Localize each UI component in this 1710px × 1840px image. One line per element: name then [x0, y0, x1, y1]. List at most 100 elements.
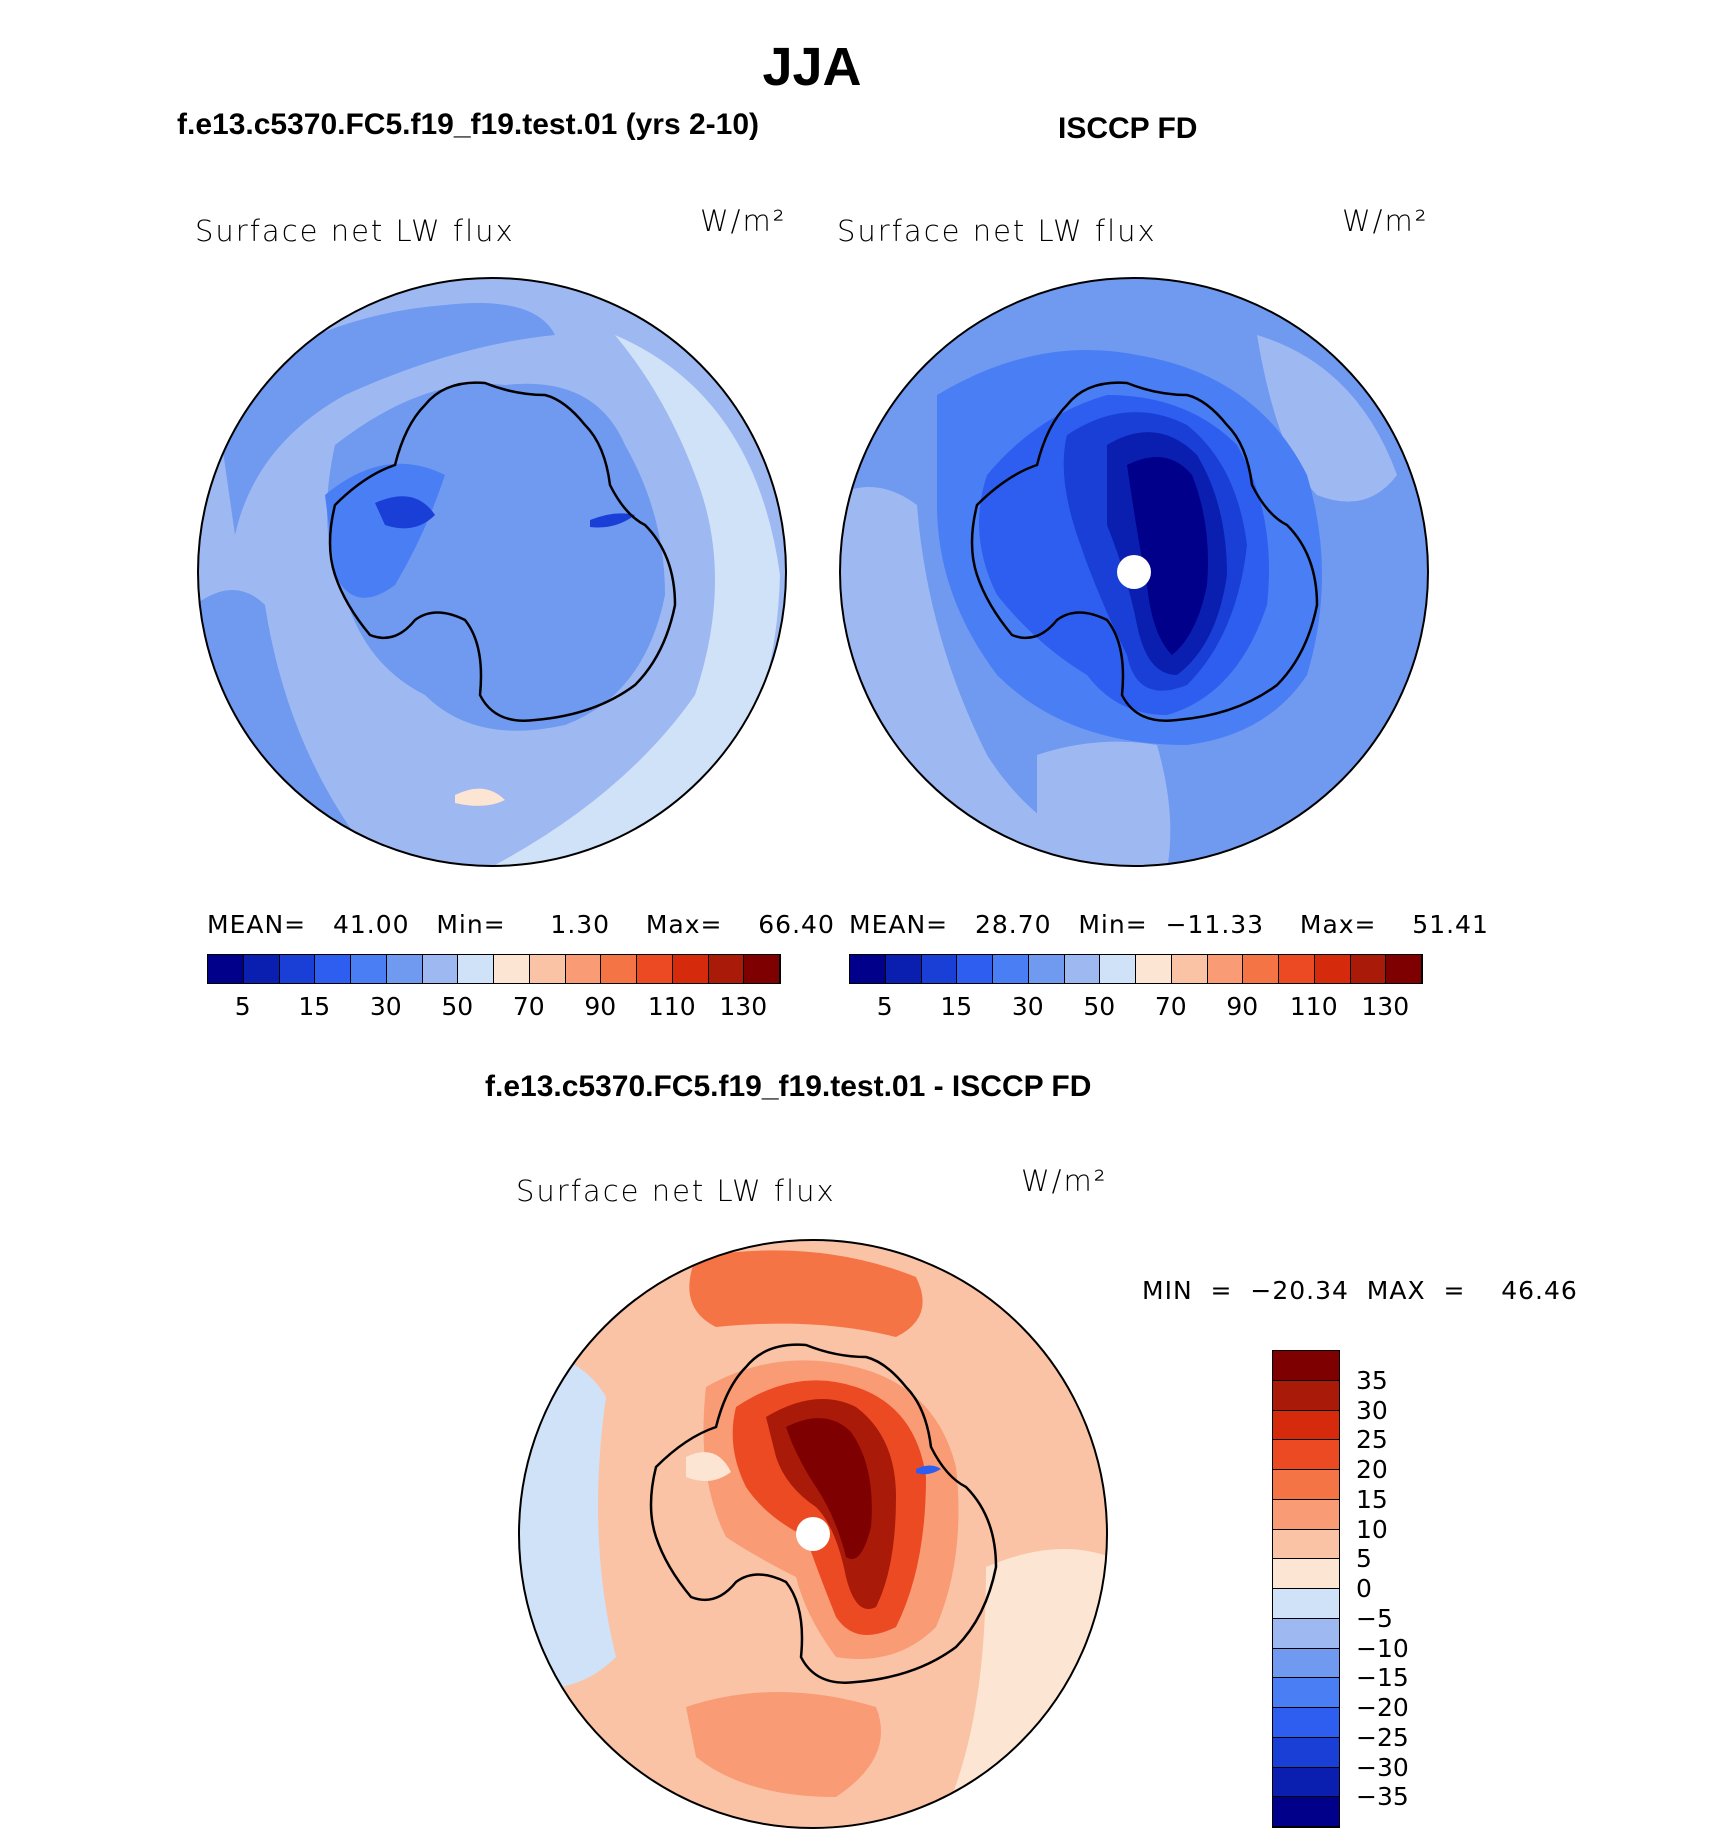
diff-polar-map	[518, 1239, 1108, 1829]
obs-polar-map	[839, 277, 1429, 867]
map-fill-band	[325, 463, 445, 598]
colorbar-swatch	[1273, 1767, 1339, 1798]
colorbar-tick-label: 15	[298, 992, 331, 1021]
colorbar-swatch	[1273, 1380, 1339, 1411]
map-fill-band	[689, 1250, 923, 1337]
colorbar-swatch	[243, 955, 280, 983]
colorbar-tick-label: −5	[1356, 1603, 1393, 1633]
map-fill-band	[495, 335, 780, 866]
colorbar-tick-label: 0	[1356, 1574, 1372, 1603]
colorbar-tick-label: 5	[234, 992, 251, 1021]
panel-1-stats: MEAN= 41.00 Min= 1.30 Max= 66.40	[207, 910, 835, 939]
colorbar-obs	[849, 954, 1423, 984]
map-fill-band	[375, 496, 435, 529]
colorbar-tick-label: 50	[1083, 992, 1116, 1021]
colorbar-swatch	[1243, 955, 1279, 983]
colorbar-tick-label: 15	[1356, 1484, 1388, 1514]
colorbar-tick-label: −25	[1356, 1722, 1409, 1752]
colorbar-swatch	[351, 955, 387, 983]
colorbar-swatch	[1273, 1797, 1339, 1827]
colorbar-tick-label: 110	[1289, 992, 1338, 1021]
colorbar-swatch	[315, 955, 351, 983]
colorbar-swatch	[1273, 1678, 1339, 1708]
colorbar-swatch	[1273, 1559, 1339, 1589]
colorbar-tick-label: 15	[940, 992, 973, 1021]
coastline	[328, 381, 677, 722]
colorbar-tick-label: 50	[441, 992, 474, 1021]
colorbar-tick-label: 5	[876, 992, 893, 1021]
colorbar-tick-label: 30	[1356, 1395, 1388, 1425]
colorbar-swatch	[1064, 955, 1101, 983]
colorbar-tick-label: 35	[1356, 1365, 1388, 1395]
colorbar-swatch	[708, 955, 745, 983]
colorbar-swatch	[1273, 1708, 1339, 1738]
colorbar-obs-labels: 5 15 30 50 70 90 110 130	[849, 992, 1421, 1022]
colorbar-tick-label: 30	[369, 992, 402, 1021]
panel-2-title: ISCCP FD	[1058, 112, 1198, 145]
colorbar-model	[207, 954, 781, 984]
pole-hole	[796, 1517, 830, 1551]
colorbar-swatch	[494, 955, 530, 983]
colorbar-tick-label: 70	[512, 992, 545, 1021]
colorbar-swatch	[601, 955, 637, 983]
colorbar-model-labels: 5 15 30 50 70 90 110 130	[207, 992, 779, 1022]
colorbar-swatch	[921, 955, 958, 983]
colorbar-swatch	[422, 955, 459, 983]
pole-hole	[1117, 555, 1151, 589]
map-fill-band	[455, 788, 505, 806]
panel-3-units-label: W/m²	[1021, 1164, 1108, 1198]
map-fill-band	[215, 303, 555, 535]
colorbar-swatch	[1386, 955, 1422, 983]
colorbar-swatch	[672, 955, 709, 983]
colorbar-swatch	[1273, 1470, 1339, 1500]
colorbar-swatch	[1273, 1618, 1339, 1649]
panel-2-units-label: W/m²	[1342, 204, 1429, 238]
panel-1-variable-label: Surface net LW flux	[195, 214, 515, 248]
colorbar-tick-label: 130	[1361, 992, 1410, 1021]
colorbar-swatch	[1100, 955, 1136, 983]
map-fill-band	[1127, 457, 1208, 655]
colorbar-swatch	[565, 955, 602, 983]
colorbar-tick-label: 10	[1356, 1514, 1388, 1544]
panel-1-units-label: W/m²	[700, 204, 787, 238]
colorbar-tick-label: 70	[1154, 992, 1187, 1021]
colorbar-swatch	[1207, 955, 1244, 983]
panel-2-variable-label: Surface net LW flux	[837, 214, 1157, 248]
colorbar-swatch	[386, 955, 423, 983]
colorbar-swatch	[637, 955, 673, 983]
map-fill-band	[916, 1465, 941, 1475]
coastline	[970, 381, 1319, 722]
colorbar-swatch	[208, 955, 244, 983]
panel-3-title: f.e13.c5370.FC5.f19_f19.test.01 - ISCCP …	[485, 1070, 1092, 1103]
map-fill-band	[686, 1452, 731, 1481]
coastline	[649, 1343, 998, 1684]
colorbar-swatch	[1273, 1351, 1339, 1381]
map-fill-band	[686, 1692, 881, 1797]
colorbar-swatch	[1273, 1529, 1339, 1560]
colorbar-swatch	[1273, 1648, 1339, 1679]
panel-3-stats: MIN = −20.34 MAX = 46.46	[1142, 1276, 1578, 1305]
colorbar-swatch	[1273, 1589, 1339, 1619]
figure-title: JJA	[762, 37, 862, 97]
colorbar-tick-label: −15	[1356, 1663, 1409, 1693]
colorbar-swatch	[993, 955, 1029, 983]
colorbar-tick-label: 5	[1356, 1544, 1372, 1574]
colorbar-tick-label: 90	[1226, 992, 1259, 1021]
colorbar-swatch	[279, 955, 316, 983]
colorbar-swatch	[744, 955, 780, 983]
map-fill-band	[1037, 741, 1171, 866]
map-fill-band	[519, 1355, 616, 1689]
colorbar-swatch	[529, 955, 566, 983]
colorbar-diff-labels: 35 30 25 20 15 10 5 0 −5 −10 −15 −20 −25 −30 −35	[1356, 1350, 1436, 1826]
colorbar-tick-label: −10	[1356, 1633, 1409, 1663]
map-fill-band	[590, 513, 635, 528]
colorbar-swatch	[1171, 955, 1208, 983]
colorbar-swatch	[1350, 955, 1387, 983]
colorbar-swatch	[1279, 955, 1315, 983]
colorbar-swatch	[957, 955, 993, 983]
colorbar-tick-label: 110	[647, 992, 696, 1021]
colorbar-tick-label: −35	[1356, 1782, 1409, 1812]
colorbar-tick-label: −20	[1356, 1693, 1409, 1722]
colorbar-swatch	[1273, 1410, 1339, 1441]
map-fill-band	[1257, 335, 1397, 502]
